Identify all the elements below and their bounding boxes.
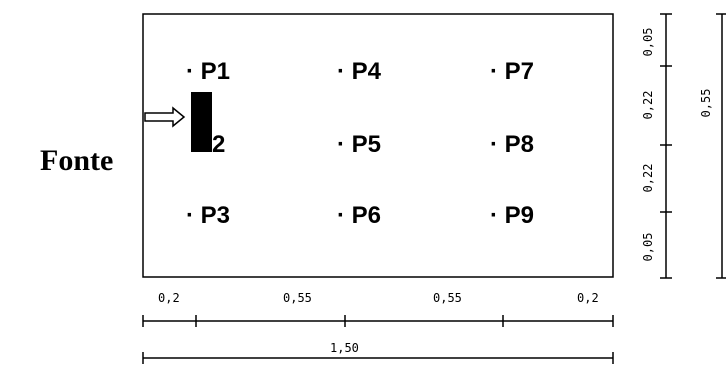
right-dim-segment-4: 0,05 [641,233,655,262]
right-dimension [660,13,672,279]
source-label: Fonte [40,144,113,177]
right-arrow-icon [144,106,186,128]
right-dim-segment-1: 0,05 [641,28,655,57]
right-total-dimension [716,13,726,279]
bottom-dim-segment-4: 0,2 [577,291,599,305]
bottom-dim-segment-3: 0,55 [433,291,462,305]
plate-rectangle [142,13,614,278]
point-p7: · P7 [490,58,534,85]
source-block [191,92,212,152]
right-dim-segment-2: 0,22 [641,91,655,120]
bottom-dimension [142,315,614,327]
right-dim-segment-3: 0,22 [641,164,655,193]
point-p3: · P3 [186,202,230,229]
bottom-dim-segment-2: 0,55 [283,291,312,305]
point-p9: · P9 [490,202,534,229]
bottom-dim-segment-1: 0,2 [158,291,180,305]
point-p5: · P5 [337,131,381,158]
right-total-label: 0,55 [699,89,713,118]
point-p4: · P4 [337,58,382,85]
point-p8: · P8 [490,131,534,158]
point-p6: · P6 [337,202,381,229]
bottom-total-dimension [142,352,614,364]
point-p1: · P1 [186,58,230,85]
bottom-total-label: 1,50 [330,341,359,355]
